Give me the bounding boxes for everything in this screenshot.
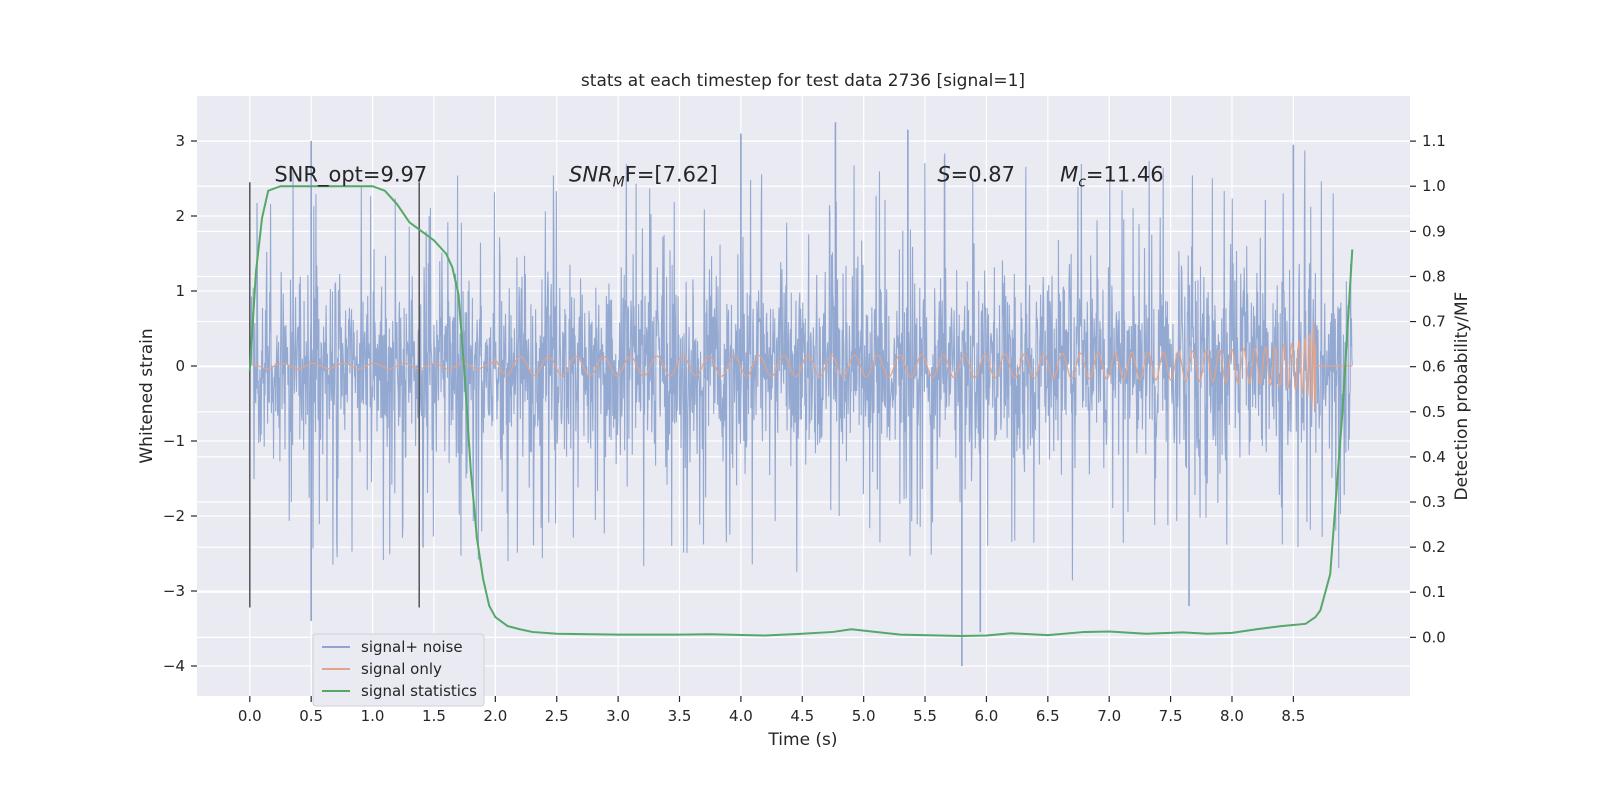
x-axis-label: Time (s) xyxy=(767,730,837,750)
annotation-2: S=0.87 xyxy=(937,162,1015,186)
y-tick-label-1: 2 xyxy=(175,207,185,225)
annotation-1-sub: M xyxy=(613,174,625,190)
y2-axis-label: Detection probability/MF xyxy=(1452,292,1472,501)
x-tick-label-4: 2.0 xyxy=(483,707,507,725)
signal-only-trace xyxy=(249,322,1353,411)
signal-statistics-series xyxy=(248,185,1354,638)
annotation-1: SNRMF=[7.62] xyxy=(569,162,718,190)
annotation-3-sub: c xyxy=(1078,174,1086,190)
x-tick-label-11: 5.5 xyxy=(913,707,937,725)
x-tick-label-3: 1.5 xyxy=(422,707,446,725)
annotation-0-prefix: SNR_opt=9.97 xyxy=(274,162,427,187)
x-tick-label-12: 6.0 xyxy=(975,707,999,725)
signal-noise-series xyxy=(249,122,1353,666)
annotation-0: SNR_opt=9.97 xyxy=(274,162,427,187)
annotation-1-prefix: SNR xyxy=(569,162,613,186)
x-tick-label-6: 3.0 xyxy=(606,707,630,725)
legend: signal+ noise signal only signal statist… xyxy=(312,633,485,707)
y-tick-label-7: −4 xyxy=(163,657,185,675)
y2-tick-label-1: 1.0 xyxy=(1422,177,1446,195)
x-tick-label-14: 7.0 xyxy=(1097,707,1121,725)
legend-label-noise: signal+ noise xyxy=(361,638,463,656)
y-tick-label-0: 3 xyxy=(175,132,185,150)
y-tick-label-4: −1 xyxy=(163,432,185,450)
x-tick-label-9: 4.5 xyxy=(790,707,814,725)
y-tick-label-3: 0 xyxy=(175,357,185,375)
noise-trace xyxy=(249,150,1353,581)
y2-tick-label-4: 0.7 xyxy=(1422,313,1446,331)
x-tick-label-5: 2.5 xyxy=(545,707,569,725)
annotation-3: Mc=11.46 xyxy=(1060,162,1164,190)
x-axis-ticks: 0.0 0.5 1.0 1.5 2.0 2.5 3.0 3.5 4.0 4.5 5.0 5.5 6.0 6… xyxy=(238,696,1305,725)
y-tick-label-6: −3 xyxy=(163,582,185,600)
x-tick-label-16: 8.0 xyxy=(1220,707,1244,725)
y-axis-label: Whitened strain xyxy=(137,328,157,463)
annotation-3-prefix: M xyxy=(1060,162,1078,186)
y2-tick-label-5: 0.6 xyxy=(1422,358,1446,376)
y2-tick-label-10: 0.1 xyxy=(1422,583,1446,601)
x-tick-label-13: 6.5 xyxy=(1036,707,1060,725)
x-tick-label-1: 0.5 xyxy=(299,707,323,725)
x-tick-label-7: 3.5 xyxy=(668,707,692,725)
x-tick-label-15: 7.5 xyxy=(1159,707,1183,725)
annotation-3-suffix: =11.46 xyxy=(1086,162,1164,186)
legend-label-stats: signal statistics xyxy=(361,682,477,700)
x-tick-label-17: 8.5 xyxy=(1281,707,1305,725)
y2-tick-label-8: 0.3 xyxy=(1422,493,1446,511)
x-tick-label-0: 0.0 xyxy=(238,707,262,725)
signal-statistics-line xyxy=(248,185,1354,638)
y2-tick-label-2: 0.9 xyxy=(1422,222,1446,240)
x-tick-label-8: 4.0 xyxy=(729,707,753,725)
chart-title: stats at each timestep for test data 273… xyxy=(581,71,1025,91)
y2-tick-label-0: 1.1 xyxy=(1422,132,1446,150)
signal-only-series xyxy=(249,322,1353,411)
y2-tick-label-7: 0.4 xyxy=(1422,448,1446,466)
legend-label-signal: signal only xyxy=(361,660,442,678)
legend-box xyxy=(312,633,485,707)
y-tick-label-2: 1 xyxy=(175,282,185,300)
y2-axis-ticks: 1.1 1.0 0.9 0.8 0.7 0.6 0.5 0.4 0.3 0.2 0.1 0.0 xyxy=(1410,132,1446,646)
y-tick-label-5: −2 xyxy=(163,507,185,525)
y2-tick-label-3: 0.8 xyxy=(1422,267,1446,285)
annotation-2-prefix: S xyxy=(937,162,950,186)
annotations: SNR_opt=9.97 SNRMF=[7.62] S=0.87 Mc=11.46 xyxy=(274,162,1163,190)
x-tick-label-10: 5.0 xyxy=(852,707,876,725)
annotation-2-suffix: =0.87 xyxy=(951,162,1015,186)
y2-tick-label-9: 0.2 xyxy=(1422,538,1446,556)
y2-tick-label-6: 0.5 xyxy=(1422,403,1446,421)
annotation-1-suffix: F=[7.62] xyxy=(625,162,718,186)
y2-tick-label-11: 0.0 xyxy=(1422,628,1446,646)
vertical-markers xyxy=(249,182,420,608)
x-tick-label-2: 1.0 xyxy=(361,707,385,725)
y-axis-ticks: 3 2 1 0 −1 −2 −3 −4 xyxy=(163,132,197,675)
